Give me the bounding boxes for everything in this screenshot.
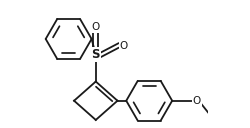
Text: O: O	[119, 41, 128, 51]
Text: O: O	[193, 96, 201, 106]
Text: S: S	[92, 48, 100, 61]
Text: O: O	[92, 22, 100, 32]
